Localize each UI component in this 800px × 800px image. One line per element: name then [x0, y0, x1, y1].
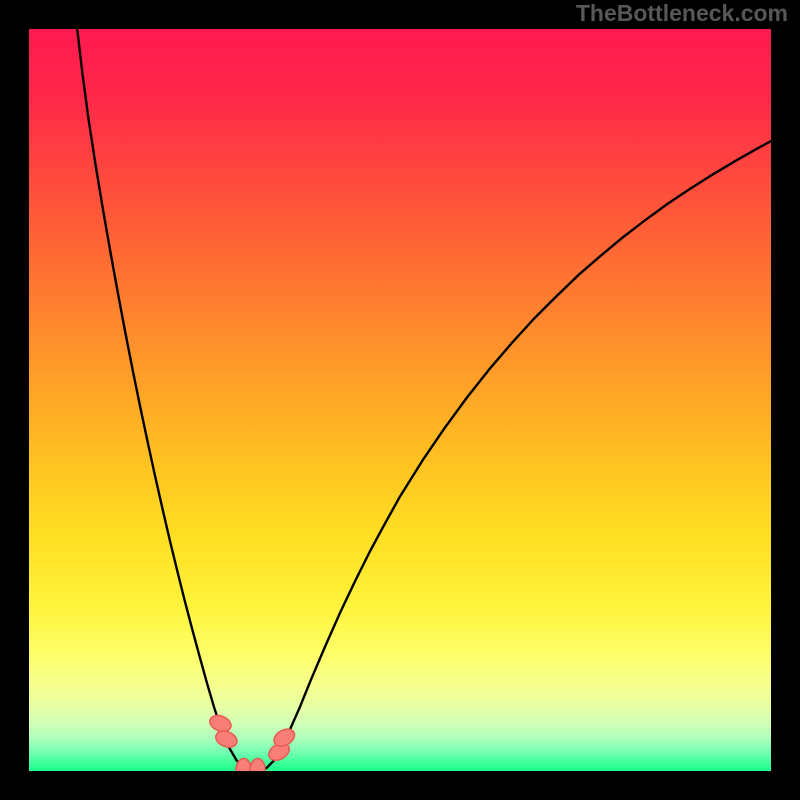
watermark-text: TheBottleneck.com	[576, 0, 788, 27]
gradient-background	[29, 29, 771, 771]
bottleneck-plot	[29, 29, 771, 771]
plot-svg	[29, 29, 771, 771]
chart-frame: TheBottleneck.com	[0, 0, 800, 800]
